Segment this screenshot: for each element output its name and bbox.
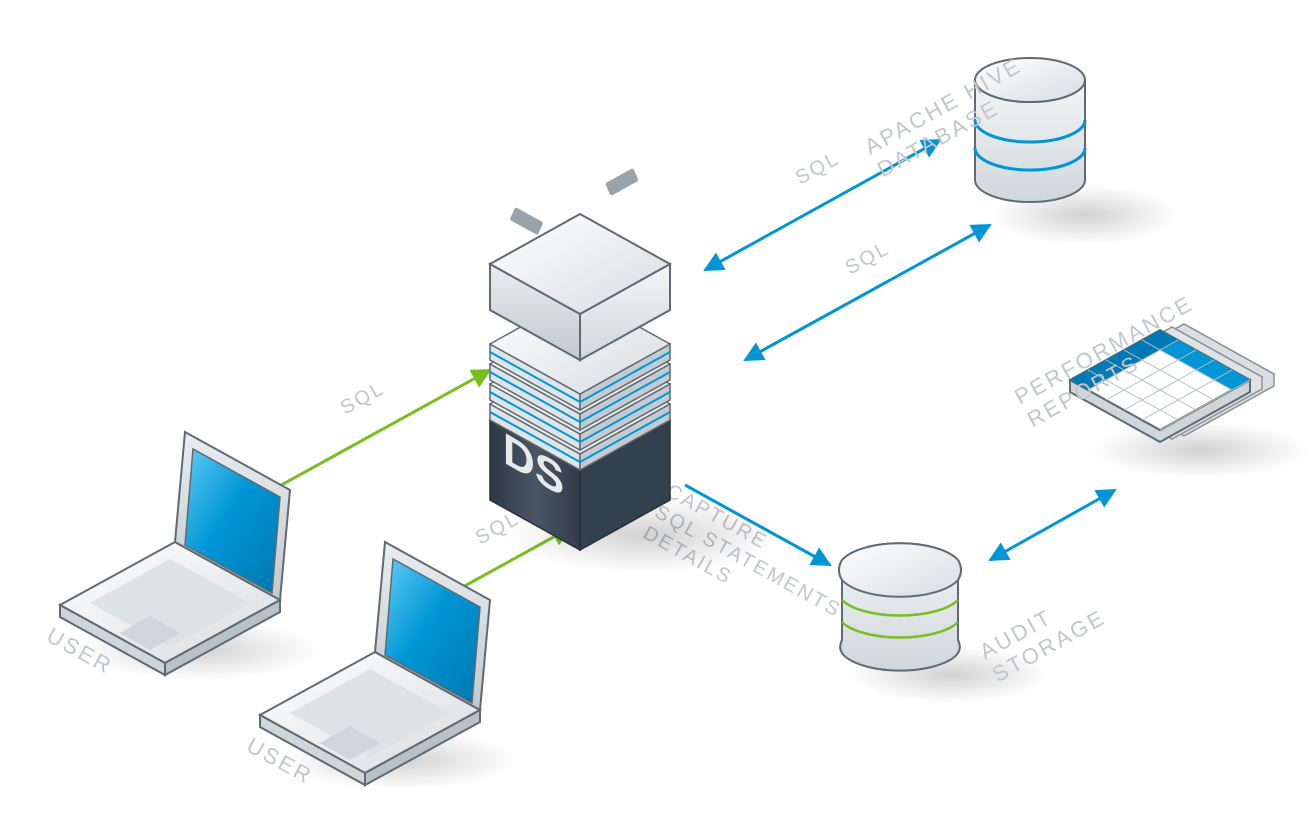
edge-audit-reports	[990, 490, 1115, 560]
user1-laptop	[60, 432, 320, 680]
architecture-diagram: SQL SQL SQL SQL CAPTURE SQL STATEMENTS' …	[0, 0, 1308, 823]
edge-ds-hive-2-label: SQL	[842, 237, 894, 279]
edge-user1-ds-label: SQL	[337, 377, 389, 419]
ds-server-node: DS	[490, 168, 785, 573]
edge-ds-hive-1-label: SQL	[792, 147, 844, 189]
hive-db-node	[975, 58, 1180, 245]
